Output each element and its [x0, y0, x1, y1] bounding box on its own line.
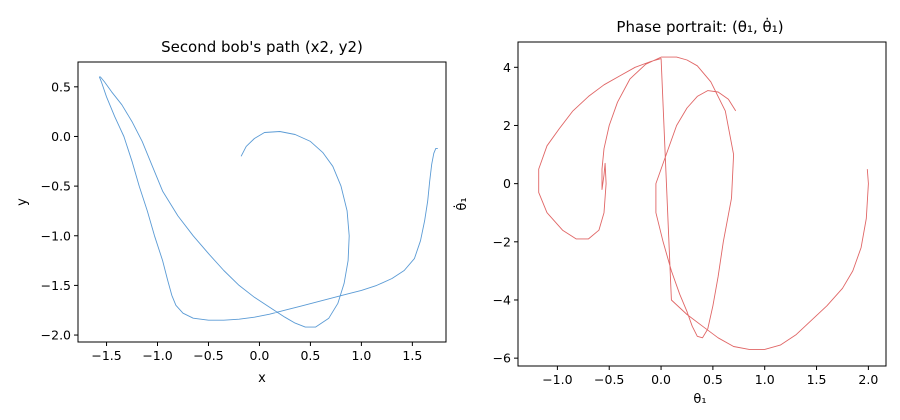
panel-bob-path: Second bob's path (x2, y2) x y −1.5 −1.0−… — [15, 38, 447, 386]
x-tick-label: 1.5 — [402, 348, 422, 363]
y-tick-label: −6 — [493, 351, 511, 366]
chart-title: Second bob's path (x2, y2) — [161, 38, 363, 56]
phase-portrait-line — [538, 56, 869, 350]
y-tick-label: −0.5 — [41, 179, 71, 194]
y-tick-label: −2 — [493, 234, 511, 249]
x-tick-label: 0.0 — [651, 372, 671, 387]
y-axis-label: θ̇₁ — [454, 197, 470, 210]
x-axis-label: θ₁ — [693, 392, 706, 407]
x-tick-label: 2.0 — [858, 372, 878, 387]
y-axis-label: y — [15, 198, 30, 206]
x-tick-label: 0.5 — [300, 348, 320, 363]
x-tick-label: −0.5 — [193, 348, 223, 363]
y-tick-label: −2.0 — [41, 328, 71, 343]
y-tick-label: −1.0 — [41, 228, 71, 243]
chart-title: Phase portrait: (θ₁, θ̇₁) — [616, 17, 783, 36]
y-tick-label: −1.5 — [41, 278, 71, 293]
x-tick-label: 0.5 — [703, 372, 723, 387]
x-tick-label: 1.0 — [351, 348, 371, 363]
panel-phase-portrait: Phase portrait: (θ₁, θ̇₁) θ₁ θ̇₁ −1.0 −0.… — [454, 17, 887, 407]
x-tick-label: −1.5 — [91, 348, 121, 363]
x-tick-label: 1.5 — [807, 372, 827, 387]
y-tick-label: −4 — [493, 292, 511, 307]
plot-frame — [517, 41, 887, 367]
x-tick-label: 0.0 — [250, 348, 270, 363]
bob-path-line — [98, 76, 438, 328]
x-tick-label: −0.5 — [594, 372, 624, 387]
x-ticks: −1.0 −0.5 0.0 0.5 1.0 1.5 2.0 — [542, 366, 878, 387]
x-tick-label: 1.0 — [755, 372, 775, 387]
x-axis-label: x — [258, 371, 266, 386]
y-tick-label: 0.0 — [51, 129, 71, 144]
x-tick-label: −1.0 — [142, 348, 172, 363]
y-tick-label: 4 — [503, 60, 511, 75]
y-tick-label: 0.5 — [51, 79, 71, 94]
plot-frame — [77, 61, 447, 343]
y-ticks: 0.5 0.0 −0.5 −1.0 −1.5 −2.0 — [41, 79, 78, 343]
y-tick-label: 0 — [503, 176, 511, 191]
x-tick-label: −1.0 — [542, 372, 572, 387]
y-tick-label: 2 — [503, 118, 511, 133]
x-ticks: −1.5 −1.0 −0.5 0.0 0.5 1.0 1.5 — [91, 342, 422, 363]
y-ticks: 4 2 0 −2 −4 −6 — [493, 60, 518, 366]
